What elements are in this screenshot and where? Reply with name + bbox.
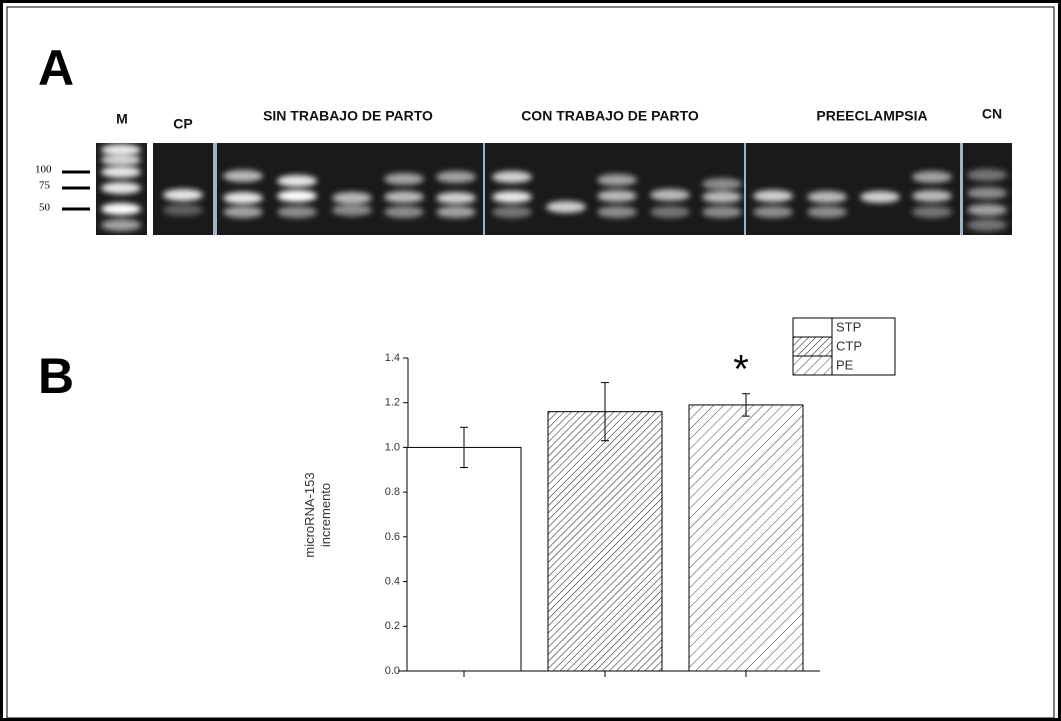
gel-band	[650, 189, 690, 201]
gel-band	[492, 206, 532, 218]
gel-band	[546, 201, 586, 213]
gel-band	[807, 206, 847, 218]
gel-band	[967, 169, 1007, 181]
lane-separator	[213, 143, 217, 235]
gel-band	[101, 182, 141, 194]
bar-chart: 0.0 0.2 0.4 0.6 0.8 1.0 1.2 1.4 microRNA-153incr…	[302, 318, 895, 677]
lane-separator	[960, 143, 963, 235]
y-tick-label: 0.2	[385, 620, 400, 632]
gel-image	[96, 143, 1012, 235]
bar	[548, 412, 662, 671]
gel-band	[753, 190, 793, 202]
gel-band	[912, 206, 952, 218]
lane-label: CON TRABAJO DE PARTO	[521, 108, 699, 124]
gel-band	[807, 191, 847, 203]
y-tick-label: 1.2	[385, 397, 400, 409]
gel-band	[967, 204, 1007, 216]
panel-label: A	[38, 40, 74, 96]
gel-band	[753, 206, 793, 218]
legend-label: CTP	[836, 338, 862, 353]
gel-band	[912, 171, 952, 183]
gel-band	[101, 203, 141, 215]
gel-band	[912, 190, 952, 202]
y-tick-label: 1.4	[385, 352, 400, 364]
lane-separator	[483, 143, 485, 235]
gel-band	[332, 204, 372, 216]
gel-band	[163, 204, 203, 216]
gel-band	[597, 206, 637, 218]
gel-band	[967, 219, 1007, 231]
gel-band	[492, 191, 532, 203]
y-tick-label: 0.0	[385, 665, 400, 677]
gel-band	[384, 191, 424, 203]
figure: A B M CP SIN TRABAJO DE PARTO CON TRABAJ…	[0, 0, 1061, 721]
bar	[407, 447, 521, 671]
gel-band	[860, 191, 900, 203]
gel-band	[702, 206, 742, 218]
legend-label: PE	[836, 357, 854, 372]
y-tick-label: 0.4	[385, 575, 400, 587]
lane-label: CN	[982, 106, 1002, 122]
lane-label: PREECLAMPSIA	[816, 108, 927, 124]
gel-band	[702, 178, 742, 190]
gel-band	[223, 170, 263, 182]
gel-band	[101, 219, 141, 231]
gel-band	[223, 206, 263, 218]
gel-band	[101, 166, 141, 178]
lane-separator	[744, 143, 746, 235]
gel-band	[163, 189, 203, 201]
y-axis-label-line: microRNA-153	[302, 472, 317, 557]
gel-band	[702, 191, 742, 203]
y-axis-label: microRNA-153incremento	[302, 472, 333, 557]
marker-label: 100	[35, 164, 52, 176]
y-axis-label-line: incremento	[318, 483, 333, 547]
legend-swatch	[793, 318, 832, 337]
gel-band	[650, 206, 690, 218]
panel-label: B	[38, 348, 74, 404]
gel-band	[277, 190, 317, 202]
legend-label: STP	[836, 319, 861, 334]
lane-label: CP	[173, 116, 192, 132]
gel-band	[332, 192, 372, 204]
gel-band	[436, 171, 476, 183]
gel-band	[597, 190, 637, 202]
gel-band	[277, 206, 317, 218]
gel-band	[492, 171, 532, 183]
legend-swatch	[793, 356, 832, 375]
marker-label: 50	[39, 202, 51, 214]
gel-band	[384, 173, 424, 185]
gel-band	[384, 206, 424, 218]
gel-band	[101, 154, 141, 166]
gel-band	[967, 187, 1007, 199]
significance-mark: *	[733, 347, 749, 391]
gel-band	[436, 206, 476, 218]
y-tick-label: 0.6	[385, 531, 400, 543]
marker-label: 75	[39, 180, 51, 192]
gel-background	[96, 143, 1012, 235]
gel-band	[597, 174, 637, 186]
lane-separator	[147, 143, 153, 235]
legend-swatch	[793, 337, 832, 356]
gel-band	[223, 192, 263, 204]
gel-band	[436, 192, 476, 204]
lane-label: SIN TRABAJO DE PARTO	[263, 108, 433, 124]
y-tick-label: 1.0	[385, 441, 400, 453]
lane-label: M	[116, 111, 128, 127]
y-tick-label: 0.8	[385, 486, 400, 498]
gel-band	[277, 175, 317, 187]
bar	[689, 405, 803, 671]
